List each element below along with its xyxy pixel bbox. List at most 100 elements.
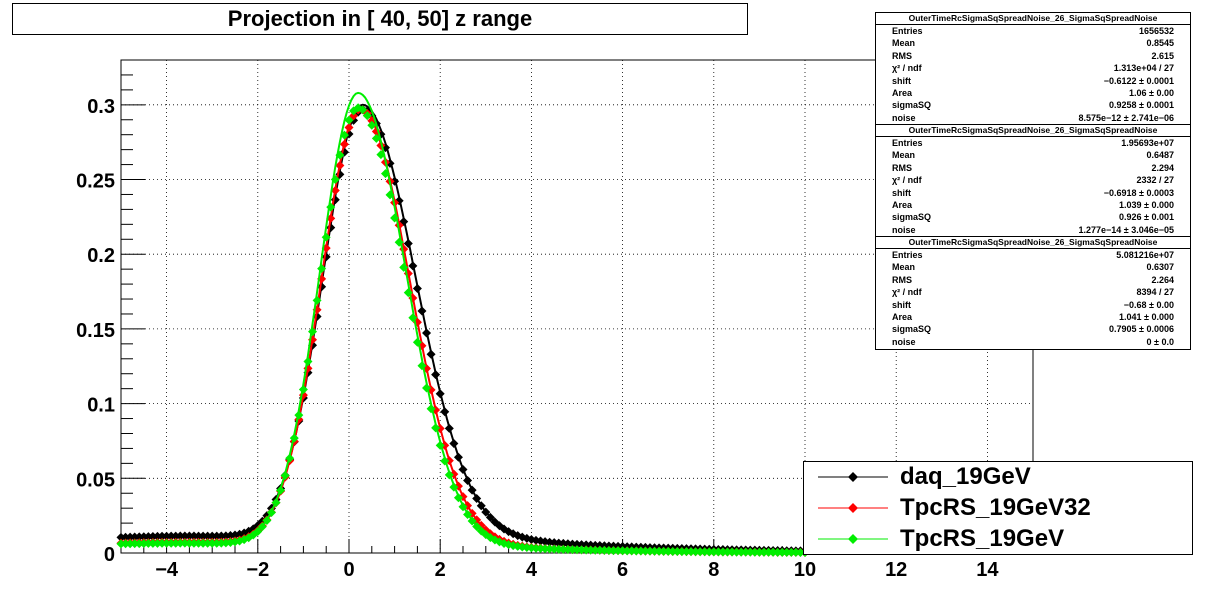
stats-row: Mean 0.8545: [876, 37, 1190, 49]
data-point-2: [654, 546, 664, 556]
stats-row: noise 8.575e−12 ± 2.741e−06: [876, 112, 1190, 124]
stats-row: Area 1.039 ± 0.000: [876, 199, 1190, 211]
data-point-0: [458, 465, 468, 475]
data-point-0: [166, 531, 176, 541]
legend-label-tpcrs: TpcRS_19GeV: [900, 525, 1065, 552]
data-point-0: [408, 261, 418, 271]
stats-label: shift: [892, 299, 911, 310]
stats-label: Area: [892, 199, 913, 210]
stats-label: Entries: [892, 26, 923, 36]
data-point-2: [764, 547, 774, 557]
data-point-2: [362, 111, 372, 121]
stats-box-2: OuterTimeRcSigmaSqSpreadNoise_26_SigmaSq…: [875, 124, 1191, 237]
legend-item-tpcrs: TpcRS_19GeV: [804, 524, 1192, 554]
data-point-2: [732, 547, 742, 557]
data-point-2: [175, 538, 185, 548]
data-point-2: [453, 493, 463, 503]
stats-value: −0.6122 ± 0.0001: [1103, 75, 1174, 86]
data-point-0: [422, 328, 432, 338]
legend-item-daq: daq_19GeV: [804, 462, 1192, 492]
stats-label: Mean: [892, 262, 916, 273]
stats-row: χ² / ndf 1.313e+04 / 27: [876, 62, 1190, 74]
stats-row: noise 1.277e−14 ± 3.046e−05: [876, 224, 1190, 236]
data-point-2: [326, 202, 336, 212]
data-point-0: [417, 306, 427, 316]
stats-value: 8394 / 27: [1136, 287, 1174, 298]
data-point-2: [440, 456, 450, 466]
data-point-1: [330, 186, 340, 196]
stats-value: 2.294: [1151, 162, 1174, 173]
stats-value: 1656532: [1138, 26, 1174, 36]
y-tick-label: 0.15: [76, 320, 115, 342]
stats-value: 5.081216e+07: [1116, 250, 1174, 260]
data-point-2: [358, 105, 368, 115]
data-point-0: [481, 507, 491, 517]
stats-label: RMS: [892, 50, 912, 61]
data-point-2: [294, 410, 304, 420]
stats-box-3: OuterTimeRcSigmaSqSpreadNoise_26_SigmaSq…: [875, 236, 1191, 350]
data-point-1: [344, 122, 354, 132]
x-tick-label: 2: [435, 559, 446, 581]
data-point-0: [203, 531, 213, 541]
stats-value: 1.06 ± 0.00: [1129, 87, 1174, 98]
stats-value: 1.041 ± 0.000: [1119, 311, 1174, 322]
data-point-2: [458, 502, 468, 512]
data-point-2: [449, 482, 459, 492]
stats-label: RMS: [892, 162, 912, 173]
data-point-0: [184, 531, 194, 541]
stats-value: 0.926 ± 0.001: [1119, 212, 1174, 223]
stats-row: RMS 2.294: [876, 162, 1190, 174]
data-point-2: [659, 546, 669, 556]
stats-row: Entries 5.081216e+07: [876, 249, 1190, 261]
stats-row: shift −0.6122 ± 0.0001: [876, 75, 1190, 87]
stats-value: 1.313e+04 / 27: [1113, 63, 1174, 74]
data-point-2: [431, 423, 441, 433]
data-point-2: [408, 313, 418, 323]
data-point-2: [745, 547, 755, 557]
data-point-2: [330, 174, 340, 184]
data-point-2: [157, 538, 167, 548]
data-point-0: [449, 438, 459, 448]
data-point-2: [754, 547, 764, 557]
data-point-2: [162, 538, 172, 548]
data-point-2: [422, 383, 432, 393]
y-tick-label: 0.05: [76, 469, 115, 491]
data-point-2: [385, 190, 395, 200]
stats-row: sigmaSQ 0.926 ± 0.001: [876, 211, 1190, 223]
data-point-2: [312, 295, 322, 305]
stats-label: χ² / ndf: [892, 175, 922, 186]
stats-value: 1.277e−14 ± 3.046e−05: [1078, 224, 1174, 235]
stats-label: noise: [892, 224, 916, 235]
data-point-0: [476, 501, 486, 511]
data-point-2: [768, 547, 778, 557]
stats-value: −0.68 ± 0.00: [1123, 299, 1174, 310]
data-point-2: [203, 538, 213, 548]
y-tick-label: 0.3: [87, 96, 115, 118]
data-point-2: [367, 120, 377, 130]
stats-row: χ² / ndf 2332 / 27: [876, 174, 1190, 186]
stats-label: noise: [892, 336, 916, 347]
stats-row: Entries 1.95693e+07: [876, 137, 1190, 149]
data-point-2: [677, 547, 687, 557]
stats-row: RMS 2.615: [876, 50, 1190, 62]
data-point-0: [435, 389, 445, 399]
data-point-1: [339, 139, 349, 149]
stats-label: Mean: [892, 150, 916, 161]
data-point-2: [791, 547, 801, 557]
data-point-2: [417, 361, 427, 371]
data-point-2: [668, 546, 678, 556]
data-point-2: [463, 510, 473, 520]
stats-label: Area: [892, 87, 913, 98]
data-point-2: [394, 237, 404, 247]
stats-row: Area 1.041 ± 0.000: [876, 311, 1190, 323]
data-point-2: [143, 538, 153, 548]
stats-box-header: OuterTimeRcSigmaSqSpreadNoise_26_SigmaSq…: [876, 237, 1190, 249]
data-point-2: [298, 384, 308, 394]
data-point-2: [285, 453, 295, 463]
data-point-2: [390, 213, 400, 223]
stats-row: shift −0.6918 ± 0.0003: [876, 187, 1190, 199]
data-point-2: [426, 404, 436, 414]
data-point-2: [207, 538, 217, 548]
data-point-2: [321, 232, 331, 242]
data-point-2: [257, 522, 267, 532]
